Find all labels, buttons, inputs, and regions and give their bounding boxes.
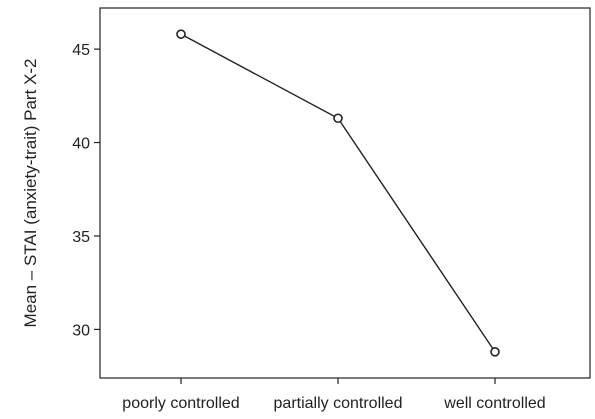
x-tick-label: well controlled	[443, 395, 545, 412]
y-axis-title: Mean – STAI (anxiety-trait) Part X-2	[21, 59, 40, 328]
series-line	[180, 33, 496, 353]
x-tick-label: partially controlled	[274, 395, 403, 412]
data-point	[490, 347, 500, 357]
data-point	[176, 29, 186, 39]
data-point	[333, 113, 343, 124]
y-tick-label: 35	[72, 229, 90, 246]
data-points	[176, 29, 500, 357]
y-tick-label: 45	[72, 42, 90, 59]
y-tick-label: 40	[72, 136, 90, 153]
y-tick-label: 30	[72, 322, 90, 339]
y-axis: 30 35 40 45	[72, 42, 100, 339]
x-axis: poorly controlled partially controlled wel…	[122, 378, 546, 412]
x-tick-label: poorly controlled	[122, 395, 239, 412]
plot-frame	[99, 7, 591, 379]
